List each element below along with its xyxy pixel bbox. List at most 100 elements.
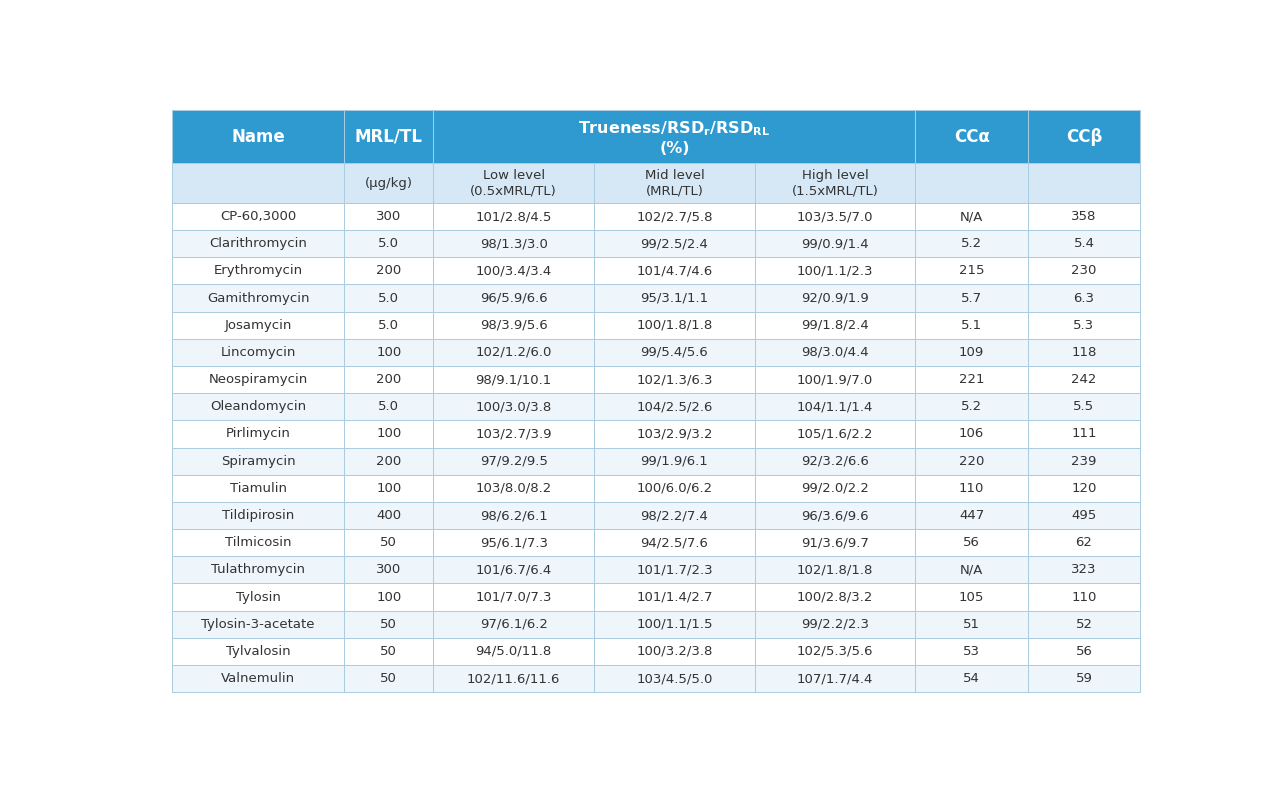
Bar [172,312,344,339]
Text: 400: 400 [376,509,402,522]
Bar [434,502,594,529]
Text: 62: 62 [1075,536,1092,549]
Bar [915,474,1028,502]
Text: 102/1.8/1.8: 102/1.8/1.8 [797,563,873,576]
Bar [434,583,594,611]
Text: 103/3.5/7.0: 103/3.5/7.0 [797,210,873,223]
Bar [344,163,434,203]
Text: 100/6.0/6.2: 100/6.0/6.2 [636,481,713,495]
Text: 50: 50 [380,645,397,658]
Bar [172,474,344,502]
Bar [1028,110,1140,163]
Text: 105: 105 [959,590,984,604]
Bar [594,230,755,258]
Bar [172,665,344,692]
Text: (µg/kg): (µg/kg) [365,177,412,190]
Bar [434,665,594,692]
Bar [915,110,1028,163]
Bar [434,420,594,448]
Text: 5.7: 5.7 [961,292,982,305]
Text: 100/3.2/3.8: 100/3.2/3.8 [636,645,713,658]
Text: 103/8.0/8.2: 103/8.0/8.2 [476,481,552,495]
Text: 50: 50 [380,618,397,630]
Bar [915,502,1028,529]
Text: 120: 120 [1071,481,1097,495]
Bar [915,258,1028,284]
Text: Neospiramycin: Neospiramycin [209,373,307,386]
Bar [344,312,434,339]
Text: 5.0: 5.0 [379,237,399,251]
Text: 102/1.2/6.0: 102/1.2/6.0 [475,346,552,359]
Bar [915,284,1028,312]
Bar [172,448,344,474]
Text: 98/3.9/5.6: 98/3.9/5.6 [480,319,548,332]
Text: 94/5.0/11.8: 94/5.0/11.8 [476,645,552,658]
Text: 100/1.9/7.0: 100/1.9/7.0 [797,373,873,386]
Text: 102/5.3/5.6: 102/5.3/5.6 [797,645,873,658]
Bar [755,611,915,637]
Text: Clarithromycin: Clarithromycin [209,237,307,251]
Text: 5.2: 5.2 [961,237,982,251]
Bar [434,448,594,474]
Bar [594,163,755,203]
Text: Trueness/RSD$_\mathregular{r}$/RSD$_\mathregular{RL}$: Trueness/RSD$_\mathregular{r}$/RSD$_\mat… [579,119,771,138]
Text: 99/2.0/2.2: 99/2.0/2.2 [801,481,869,495]
Text: Mid level
(MRL/TL): Mid level (MRL/TL) [645,169,704,197]
Text: Tildipirosin: Tildipirosin [221,509,294,522]
Text: 5.1: 5.1 [961,319,982,332]
Text: Pirlimycin: Pirlimycin [225,427,291,440]
Bar [344,611,434,637]
Text: 54: 54 [963,672,980,685]
Text: 5.0: 5.0 [379,400,399,413]
Bar [755,284,915,312]
Bar [594,556,755,583]
Bar [344,420,434,448]
Text: Josamycin: Josamycin [224,319,292,332]
Bar [755,366,915,393]
Bar [915,611,1028,637]
Text: 95/6.1/7.3: 95/6.1/7.3 [480,536,548,549]
Bar [594,502,755,529]
Text: 99/1.8/2.4: 99/1.8/2.4 [801,319,869,332]
Bar [1028,448,1140,474]
Text: 56: 56 [963,536,980,549]
Text: 99/1.9/6.1: 99/1.9/6.1 [640,455,708,467]
Bar [594,312,755,339]
Bar [434,284,594,312]
Text: Spiramycin: Spiramycin [220,455,296,467]
Bar [755,502,915,529]
Text: 495: 495 [1071,509,1097,522]
Bar [755,529,915,556]
Text: 102/2.7/5.8: 102/2.7/5.8 [636,210,713,223]
Text: CCβ: CCβ [1066,128,1102,146]
Text: N/A: N/A [960,210,983,223]
Bar [344,230,434,258]
Text: 101/1.7/2.3: 101/1.7/2.3 [636,563,713,576]
Text: 323: 323 [1071,563,1097,576]
Bar [594,420,755,448]
Bar [1028,258,1140,284]
Text: 105/1.6/2.2: 105/1.6/2.2 [797,427,873,440]
Bar [344,448,434,474]
Text: 215: 215 [959,265,984,277]
Bar [755,448,915,474]
Text: Erythromycin: Erythromycin [214,265,302,277]
Bar [172,339,344,366]
Bar [915,393,1028,420]
Bar [434,203,594,230]
Text: 447: 447 [959,509,984,522]
Text: 98/9.1/10.1: 98/9.1/10.1 [476,373,552,386]
Text: 6.3: 6.3 [1074,292,1094,305]
Bar [755,556,915,583]
Bar [1028,583,1140,611]
Text: 96/5.9/6.6: 96/5.9/6.6 [480,292,548,305]
Bar [594,474,755,502]
Bar [594,583,755,611]
Bar [594,637,755,665]
Text: 104/2.5/2.6: 104/2.5/2.6 [636,400,713,413]
Bar [594,611,755,637]
Bar [172,529,344,556]
Bar [344,474,434,502]
Bar [1028,611,1140,637]
Bar [594,529,755,556]
